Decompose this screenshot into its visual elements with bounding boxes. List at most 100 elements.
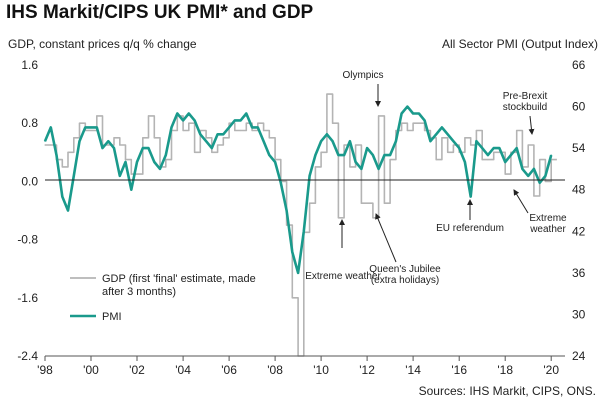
gdp-point [67,151,69,153]
gdp-point [182,129,184,132]
right-tick-label: 60 [572,100,586,114]
gdp-point [211,151,213,153]
pmi-point [286,209,288,212]
legend-label-pmi: PMI [102,311,122,323]
pmi-point [297,272,299,274]
chart-title: IHS Markit/CIPS UK PMI* and GDP [6,2,314,23]
pmi-point [291,251,293,253]
pmi-point [268,154,270,156]
x-tick-label: '20 [543,363,559,377]
pmi-point [401,112,403,115]
right-axis-title: All Sector PMI (Output Index) [441,37,598,51]
pmi-point [550,154,552,156]
pmi-point [194,119,196,121]
gdp-point [309,202,311,204]
gdp-point [539,159,541,161]
pmi-point [320,140,322,142]
pmi-point [228,126,230,128]
pmi-point [142,147,144,149]
pmi-series-line [43,105,553,275]
gdp-point [119,144,121,146]
x-tick-label: '14 [405,363,421,377]
gdp-point [234,129,236,132]
annotation-label-line2: (extra holidays) [371,275,439,286]
gdp-point [349,166,351,168]
pmi-point [90,126,92,128]
x-tick-label: '18 [497,363,513,377]
right-tick-label: 66 [572,58,586,72]
pmi-point [429,140,431,142]
pmi-point [435,133,437,135]
pmi-point [533,168,535,170]
pmi-point [119,175,121,177]
right-tick-label: 54 [572,141,586,155]
pmi-point [67,209,69,212]
pmi-point [487,154,489,156]
gdp-point [366,202,368,204]
annotation-arrow [375,213,397,263]
gdp-point [314,166,316,168]
pmi-point [257,126,259,128]
x-tick-label: '08 [267,363,283,377]
x-tick-label: '06 [221,363,237,377]
pmi-point [274,161,276,163]
pmi-point [343,154,345,156]
gdp-point [291,297,293,299]
pmi-point [153,161,155,163]
pmi-point [55,154,58,156]
gdp-point [96,115,98,117]
pmi-point [481,147,483,149]
pmi-point [84,126,86,128]
gdp-point [452,144,454,146]
x-tick-label: '02 [129,363,145,377]
pmi-point [159,168,161,170]
gdp-point [153,137,155,139]
gdp-point [343,144,345,146]
left-tick-label: -1.6 [17,291,38,305]
gdp-point [205,137,207,139]
gdp-point [355,144,357,146]
gdp-point [61,166,63,168]
source-note: Sources: IHS Markit, CIPS, ONS. [418,384,596,398]
right-tick-label: 24 [572,349,586,363]
pmi-point [372,154,374,156]
pmi-point [458,147,460,149]
pmi-point [124,161,127,163]
gdp-point [533,195,535,197]
gdp-point [240,129,242,132]
gdp-point [493,151,495,153]
annotation-label-line2: weather [529,224,566,235]
pmi-point [199,133,201,135]
pmi-point [539,182,541,184]
annotation-label: EU referendum [436,223,504,234]
gdp-point [510,151,512,153]
pmi-point [50,126,52,128]
pmi-point [170,126,173,128]
gdp-point [516,129,518,132]
annotation-arrow [513,189,529,214]
gdp-point [124,159,127,161]
pmi-point [263,140,265,142]
pmi-point [107,140,109,142]
pmi-point [544,175,547,177]
left-tick-label: -0.8 [17,233,38,247]
gdp-point [147,115,150,117]
gdp-point [481,159,483,161]
pmi-point [240,119,242,121]
gdp-point [165,159,167,161]
gdp-point [464,137,466,139]
pmi-point [136,161,138,163]
right-tick-label: 36 [572,266,586,280]
annotation-label-line2: stockbuild [503,102,547,113]
pmi-point [337,154,339,156]
pmi-point [303,230,305,232]
pmi-point [389,154,391,156]
pmi-point [447,133,449,135]
right-tick-label: 42 [572,224,586,238]
pmi-point [211,147,213,149]
gdp-point [228,122,230,124]
pmi-point [383,154,385,156]
left-tick-label: 1.6 [21,58,38,72]
gdp-point [401,122,403,124]
